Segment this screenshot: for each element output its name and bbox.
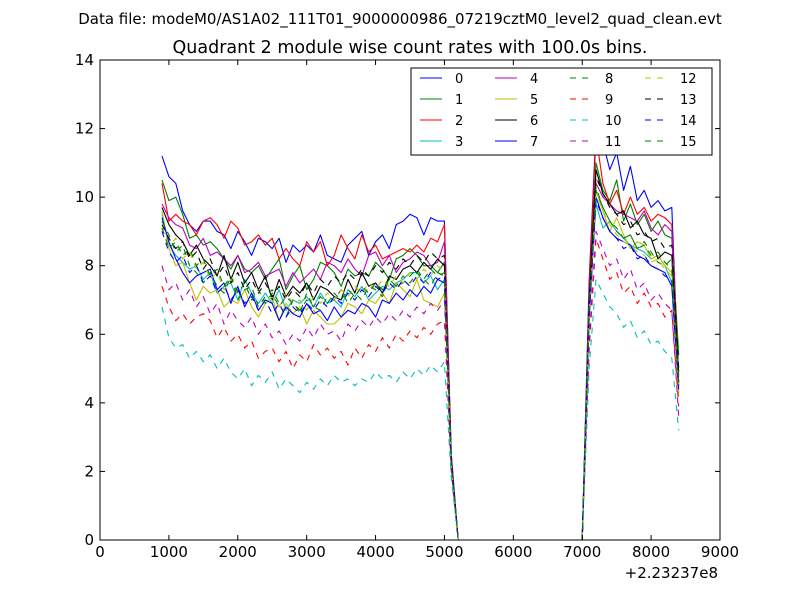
legend-label-14: 14 xyxy=(680,114,697,129)
series-line-10 xyxy=(161,278,680,540)
x-tick-label: 5000 xyxy=(425,543,463,561)
legend-label-8: 8 xyxy=(605,72,613,87)
x-tick-label: 0 xyxy=(95,543,105,561)
x-offset-label: +2.23237e8 xyxy=(625,564,718,582)
x-tick-label: 9000 xyxy=(701,543,739,561)
series-line-8 xyxy=(161,186,680,540)
series-line-11 xyxy=(161,230,680,540)
legend-label-7: 7 xyxy=(530,135,538,150)
series-line-0 xyxy=(161,128,680,540)
legend-label-6: 6 xyxy=(530,114,538,129)
legend-label-3: 3 xyxy=(455,135,463,150)
x-tick-label: 8000 xyxy=(632,543,670,561)
y-tick-label: 6 xyxy=(84,325,94,343)
legend-label-11: 11 xyxy=(605,135,622,150)
x-tick-label: 6000 xyxy=(494,543,532,561)
y-tick-label: 10 xyxy=(75,188,94,206)
series-line-13 xyxy=(161,176,680,540)
x-tick-label: 1000 xyxy=(150,543,188,561)
legend-label-2: 2 xyxy=(455,114,463,129)
legend-label-9: 9 xyxy=(605,93,613,108)
y-tick-label: 14 xyxy=(75,51,94,69)
legend-label-0: 0 xyxy=(455,72,463,87)
x-tick-label: 3000 xyxy=(288,543,326,561)
legend-label-15: 15 xyxy=(680,135,697,150)
y-tick-label: 12 xyxy=(75,120,94,138)
series-line-14 xyxy=(161,200,680,540)
legend-label-10: 10 xyxy=(605,114,622,129)
legend-label-4: 4 xyxy=(530,72,538,87)
x-tick-label: 7000 xyxy=(563,543,601,561)
x-axis: 0 1000 2000 3000 4000 5000 6000 7000 8000 9000 xyxy=(95,60,739,561)
plot-frame xyxy=(99,59,721,541)
series-line-1 xyxy=(161,162,680,540)
plot-area: 0 1000 2000 3000 4000 5000 6000 7000 8000 9000 0 2… xyxy=(75,51,739,582)
y-tick-label: 8 xyxy=(84,257,94,275)
file-suptitle: Data file: modeM0/AS1A02_111T01_90000009… xyxy=(78,10,722,29)
series-line-12 xyxy=(161,193,680,540)
chart-title: Quadrant 2 module wise count rates with … xyxy=(173,38,648,58)
series-layer xyxy=(161,128,680,540)
x-tick-label: 2000 xyxy=(219,543,257,561)
legend-label-5: 5 xyxy=(530,93,538,108)
series-line-15 xyxy=(161,189,680,540)
legend-label-13: 13 xyxy=(680,93,697,108)
series-line-4 xyxy=(161,182,680,540)
x-tick-label: 4000 xyxy=(356,543,394,561)
y-tick-label: 0 xyxy=(84,531,94,549)
series-line-5 xyxy=(161,189,680,540)
y-tick-label: 2 xyxy=(84,462,94,480)
series-line-9 xyxy=(161,237,680,540)
legend-label-1: 1 xyxy=(455,93,463,108)
legend-label-12: 12 xyxy=(680,72,697,87)
y-tick-label: 4 xyxy=(84,394,94,412)
